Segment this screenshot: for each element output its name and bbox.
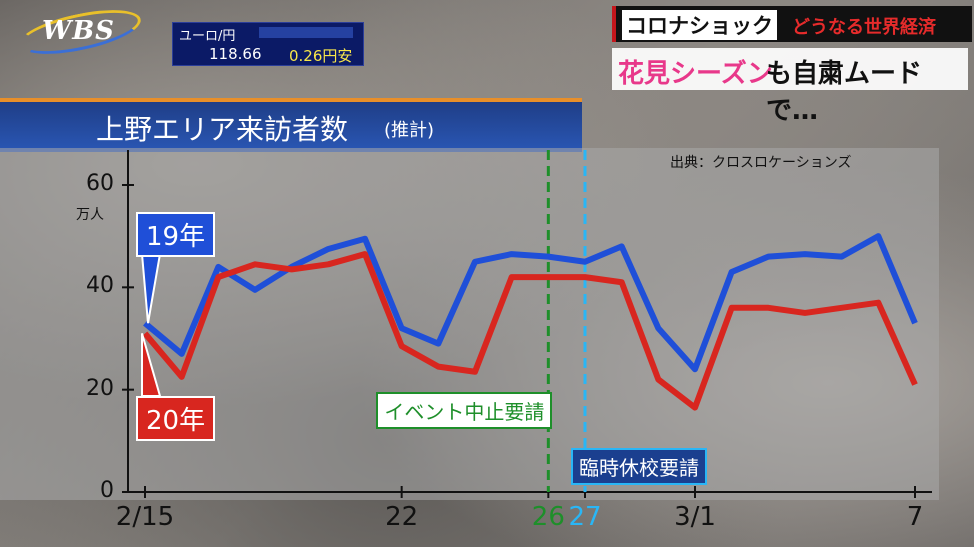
event-annotation-1: イベント中止要請 <box>376 392 553 429</box>
headline-bottom: 花見シーズン も自粛ムードで… <box>612 48 968 126</box>
y-tick-label: 60 <box>86 171 114 196</box>
y-tick-label: 0 <box>100 478 114 503</box>
series-label-pointer <box>140 253 162 324</box>
series-label-1: 19年 <box>136 212 216 257</box>
x-tick-label: 22 <box>385 502 419 532</box>
y-tick-label: 40 <box>86 273 114 299</box>
headline-series: どうなる世界経済 <box>792 17 936 38</box>
headline-topic: コロナショック <box>622 10 777 40</box>
x-tick-label: 3/1 <box>674 502 716 532</box>
chart-panel <box>0 148 939 500</box>
fx-ticker: ユーロ/円 118.66 0.26円安 <box>172 22 364 66</box>
series-label-2: 20年 <box>136 396 216 441</box>
chart-title-bar: 上野エリア来訪者数 (推計) <box>0 98 582 152</box>
y-tick-label: 20 <box>86 375 114 401</box>
logo-text: WBS <box>42 16 115 46</box>
event-annotation-2: 臨時休校要請 <box>571 448 707 485</box>
x-tick-label: 26 <box>531 502 565 532</box>
headline-top: コロナショック どうなる世界経済 <box>612 6 972 42</box>
x-tick-label: 27 <box>568 502 602 532</box>
chart-source: 出典：クロスロケーションズ <box>670 155 852 171</box>
broadcast-logo: WBS <box>12 1 145 63</box>
chart-title: 上野エリア来訪者数 <box>96 113 349 146</box>
x-tick-label: 2/15 <box>115 502 175 532</box>
series-line-1 <box>143 233 918 373</box>
headline-rest: も自粛ムードで… <box>766 59 923 126</box>
headline-highlight: 花見シーズン <box>618 59 773 89</box>
chart-subtitle: (推計) <box>384 120 435 141</box>
fx-label: ユーロ/円 <box>179 29 236 44</box>
y-axis-unit: 万人 <box>76 207 104 223</box>
x-tick-label: 7 <box>906 502 924 532</box>
series-line-2 <box>142 251 918 411</box>
fx-sub-strip <box>259 27 353 38</box>
fx-rate: 118.66 <box>209 45 262 63</box>
fx-change: 0.26円安 <box>289 47 353 65</box>
